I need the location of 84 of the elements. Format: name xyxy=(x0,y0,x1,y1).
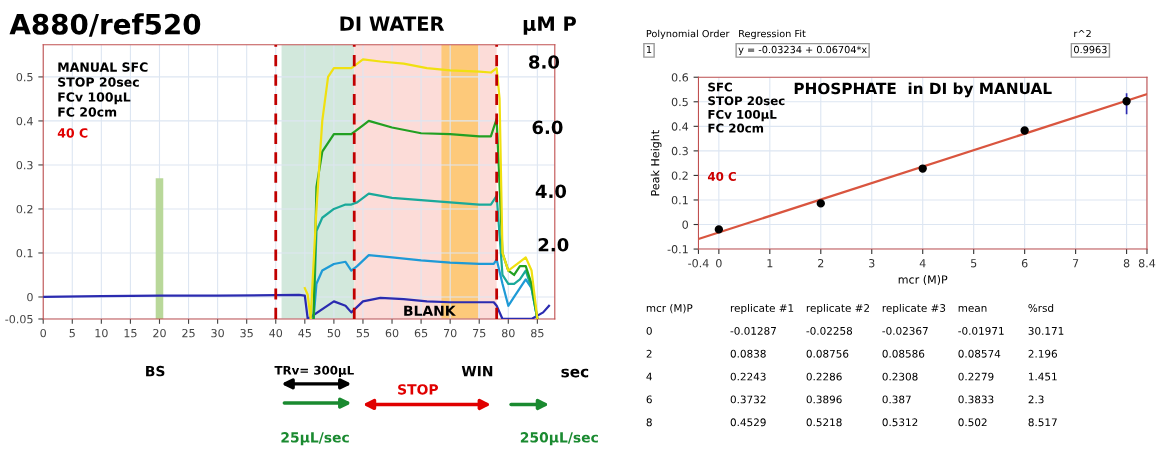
text: 0.9963 xyxy=(1074,45,1107,54)
annotation: 40 C xyxy=(57,128,88,138)
x-tick-label: 40 xyxy=(269,328,283,338)
y-tick-label: 0.2 xyxy=(671,171,688,180)
text: 6 0.3732 0.3896 0.387 0.3833 2.3 xyxy=(646,395,1044,404)
x-tick-label: 20 xyxy=(153,328,166,338)
x-tick-label: 1 xyxy=(767,259,773,268)
x-tick-label: 8.4 xyxy=(1138,258,1156,268)
annotation: BLANK xyxy=(404,305,456,316)
x-tick-label: 0 xyxy=(40,328,47,338)
y-tick-label: -0.05 xyxy=(5,314,33,324)
x-tick-label: 15 xyxy=(124,329,137,338)
text: Regression Fit xyxy=(739,29,806,40)
x-tick-label: 35 xyxy=(240,328,253,338)
x-tick-label: 5 xyxy=(69,329,75,338)
text: WIN xyxy=(461,366,493,377)
x-tick-label: 3 xyxy=(869,258,875,268)
x-tick-label: -0.4 xyxy=(688,258,709,268)
y-tick-label: 0.4 xyxy=(16,116,33,126)
x-tick-label: 70 xyxy=(444,328,457,338)
y-tick-label: 0.1 xyxy=(671,195,688,205)
annotation: 2.0 xyxy=(538,237,569,252)
y-tick-label: 0 xyxy=(27,292,33,302)
y-tick-label: 0.4 xyxy=(671,122,689,131)
y-tick-label: 0.3 xyxy=(671,146,688,156)
x-tick-label: 45 xyxy=(298,329,311,338)
text: 4 0.2243 0.2286 0.2308 0.2279 1.451 xyxy=(646,372,1057,381)
text: Polynomial Order xyxy=(646,29,730,40)
x-tick-label: 50 xyxy=(327,328,341,338)
x-tick-label: 8 xyxy=(1123,258,1130,268)
point xyxy=(816,199,825,208)
x-tick-label: 2 xyxy=(818,258,824,268)
annotation: SFC STOP 20sec FCv 100μL FC 20cm xyxy=(708,82,785,133)
text: r^2 xyxy=(1074,29,1091,38)
x-tick-label: 80 xyxy=(501,328,515,338)
y-tick-label: 0.1 xyxy=(16,248,33,258)
x-tick-label: 25 xyxy=(182,328,195,338)
x-tick-label: 60 xyxy=(385,328,399,338)
annotation: 4.0 xyxy=(535,184,567,199)
x-tick-label: 55 xyxy=(356,329,370,338)
x-tick-label: 4 xyxy=(919,259,926,268)
x-axis-title: mcr (M)P xyxy=(898,275,948,285)
x-tick-label: 85 xyxy=(531,328,544,338)
point xyxy=(714,225,724,234)
y-tick-label: -0.1 xyxy=(667,245,688,254)
text: 1 xyxy=(646,46,652,54)
text: 8 0.4529 0.5218 0.5312 0.502 8.517 xyxy=(646,418,1057,427)
text: mcr (M)P replicate #1 replicate #2 replicate #3 mean %rsd xyxy=(646,303,1054,314)
annotation: 40 C xyxy=(707,171,736,181)
point xyxy=(1020,126,1029,135)
y-tick-label: 0.3 xyxy=(16,160,33,170)
y-tick-label: 0.5 xyxy=(671,97,688,107)
x-tick-label: 0 xyxy=(716,258,722,268)
x-tick-label: 75 xyxy=(473,329,486,338)
text: DI WATER xyxy=(340,16,445,31)
text: y = -0.03234 + 0.06704*x xyxy=(738,45,867,56)
annotation: 6.0 xyxy=(532,120,563,135)
x-tick-label: 65 xyxy=(414,328,428,338)
x-tick-label: 10 xyxy=(95,328,108,338)
y-axis-title: Peak Height xyxy=(650,130,662,196)
text: STOP xyxy=(398,384,439,395)
x-tick-label: 7 xyxy=(1073,259,1079,268)
text: TRv= 300μL xyxy=(274,365,354,378)
y-tick-label: 0.5 xyxy=(16,72,33,82)
text: 250μL/sec xyxy=(520,432,598,446)
x-tick-label: 6 xyxy=(1021,258,1028,268)
text: 25μL/sec xyxy=(281,432,349,446)
point xyxy=(1122,97,1131,106)
text: sec xyxy=(561,368,589,378)
y-tick-label: 0.2 xyxy=(16,204,33,214)
line-series xyxy=(43,293,551,319)
x-tick-label: 5 xyxy=(971,259,977,268)
annotation: 8.0 xyxy=(529,55,560,69)
text: 0 -0.01287 -0.02258 -0.02367 -0.01971 30.171 xyxy=(646,326,1064,335)
chart-title: A880/ref520 xyxy=(9,13,201,37)
annotation: MANUAL SFC STOP 20sec FCv 100μL FC 20cm xyxy=(58,62,148,117)
text: μM P xyxy=(523,16,576,35)
text: BS xyxy=(146,365,165,377)
y-tick-label: 0 xyxy=(682,220,688,229)
text: 2 0.0838 0.08756 0.08586 0.08574 2.196 xyxy=(646,349,1058,358)
point xyxy=(918,164,927,173)
x-tick-label: 30 xyxy=(211,328,224,338)
chart-title: PHOSPHATE in DI by MANUAL xyxy=(794,82,1052,98)
y-tick-label: 0.6 xyxy=(671,73,689,82)
